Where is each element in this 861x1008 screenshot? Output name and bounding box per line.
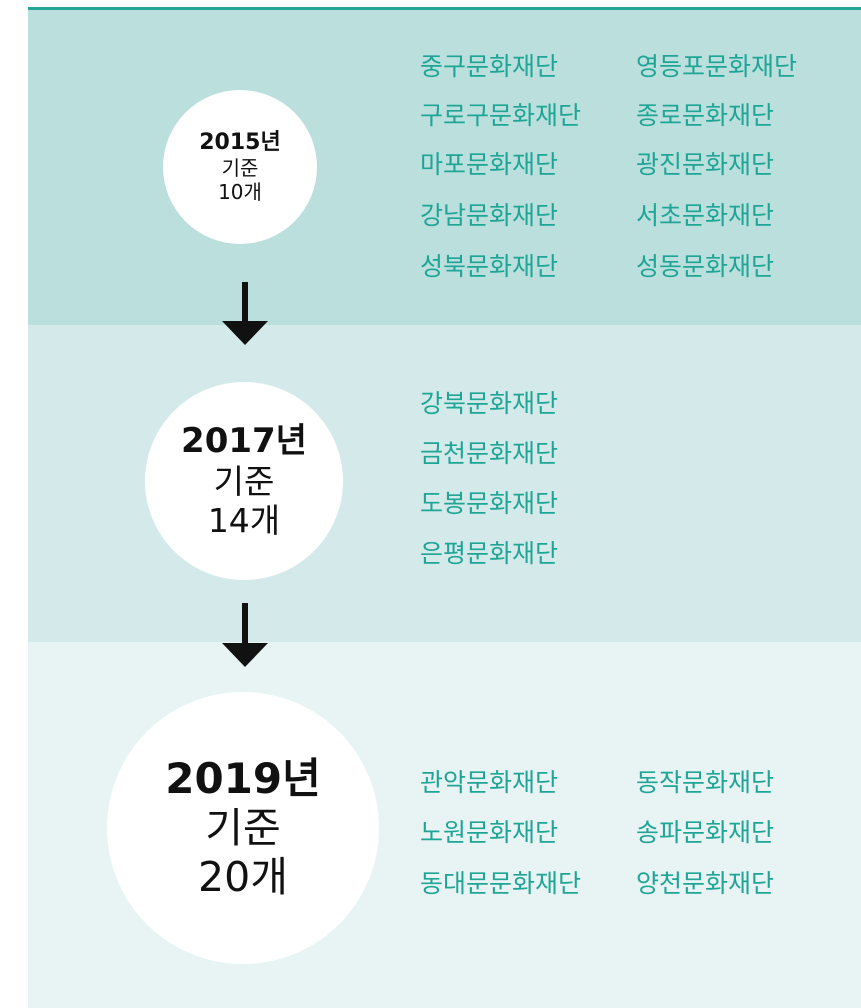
year-circle: 2019년 기준 20개 [107, 692, 379, 964]
basis: 기준 [221, 156, 259, 181]
year: 2019년 [165, 753, 321, 803]
down-arrow [222, 603, 268, 667]
count: 10개 [218, 180, 262, 205]
foundation-name: 동대문문화재단 [420, 869, 582, 898]
basis: 기준 [213, 461, 275, 501]
foundation-name: 관악문화재단 [420, 768, 559, 797]
year-circle: 2015년 기준 10개 [163, 90, 317, 244]
foundation-name: 성북문화재단 [420, 252, 559, 281]
basis: 기준 [205, 804, 281, 852]
foundation-name: 마포문화재단 [420, 150, 559, 179]
foundation-name: 노원문화재단 [420, 818, 559, 847]
foundation-name: 광진문화재단 [636, 150, 775, 179]
foundation-name: 서초문화재단 [636, 201, 775, 230]
year: 2015년 [199, 129, 281, 155]
foundation-name: 금천문화재단 [420, 439, 559, 468]
top-rule [28, 7, 861, 10]
foundation-name: 동작문화재단 [636, 768, 775, 797]
foundation-name: 도봉문화재단 [420, 489, 559, 518]
count: 14개 [207, 501, 281, 541]
foundation-name: 양천문화재단 [636, 869, 775, 898]
count: 20개 [198, 853, 288, 902]
foundation-name: 영등포문화재단 [636, 52, 798, 81]
foundation-name: 구로구문화재단 [420, 101, 582, 130]
foundation-name: 은평문화재단 [420, 539, 559, 568]
year-circle: 2017년 기준 14개 [145, 382, 343, 580]
foundation-name: 종로문화재단 [636, 101, 775, 130]
foundation-name: 중구문화재단 [420, 52, 559, 81]
year: 2017년 [181, 421, 307, 461]
foundation-name: 송파문화재단 [636, 818, 775, 847]
foundation-name: 강북문화재단 [420, 389, 559, 418]
down-arrow [222, 282, 268, 345]
foundation-name: 성동문화재단 [636, 252, 775, 281]
foundation-name: 강남문화재단 [420, 201, 559, 230]
